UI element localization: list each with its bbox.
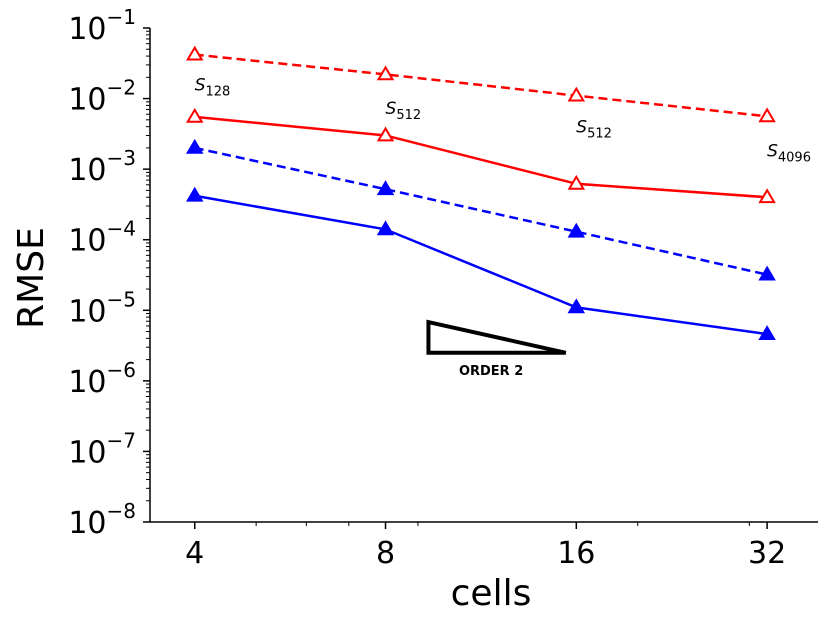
annotation-base: S: [767, 142, 778, 162]
annotation-subscript: 512: [396, 108, 421, 123]
data-point: [567, 222, 586, 238]
annotation-base: S: [386, 99, 397, 119]
series-line: [194, 53, 768, 118]
series-blue-solid: [185, 186, 776, 340]
y-tick-exponent: −6: [107, 358, 136, 382]
y-tick-label: 10−4: [68, 217, 136, 259]
data-point: [758, 107, 776, 123]
data-point: [185, 138, 204, 154]
y-tick-label: 10−6: [68, 358, 136, 400]
order-label: ORDER 2: [459, 364, 523, 379]
y-tick-base: 10: [68, 224, 106, 259]
order-triangle-group: ORDER 2: [426, 319, 567, 379]
y-axis-title: RMSE: [11, 227, 52, 329]
x-tick-label: 16: [557, 536, 595, 571]
x-axis-title: cells: [451, 573, 532, 614]
data-point: [376, 220, 395, 236]
series-red-dashed: [185, 45, 776, 123]
y-tick-base: 10: [68, 12, 106, 47]
series-line: [194, 115, 768, 199]
series-layer: [185, 45, 776, 340]
y-tick-label: 10−2: [68, 76, 136, 118]
y-tick-base: 10: [68, 435, 106, 470]
data-point: [567, 86, 586, 102]
y-tick-label: 10−5: [68, 287, 136, 329]
y-tick-exponent: −8: [107, 499, 136, 523]
data-point: [758, 188, 776, 204]
data-point: [185, 45, 204, 61]
data-point: [758, 325, 776, 340]
y-tick-exponent: −1: [107, 5, 136, 29]
order-triangle: [426, 319, 567, 355]
y-tick-exponent: −7: [107, 428, 136, 452]
series-red-solid: [185, 107, 776, 204]
y-tick-exponent: −5: [107, 287, 136, 311]
data-point: [758, 265, 776, 281]
data-point: [376, 65, 395, 81]
annotation-label: S512: [576, 118, 612, 142]
annotation-subscript: 128: [206, 85, 231, 100]
annotation-base: S: [195, 76, 206, 96]
annotation-label: S4096: [767, 142, 811, 166]
series-blue-dashed: [185, 138, 776, 281]
y-tick-label: 10−7: [68, 428, 136, 470]
data-point: [567, 298, 586, 314]
x-tick-label: 8: [376, 536, 395, 571]
annotation-label: S512: [386, 99, 422, 123]
annotation-label: S128: [195, 76, 231, 100]
y-tick-base: 10: [68, 83, 106, 118]
x-ticks: 4 8 16 32: [185, 522, 786, 571]
data-point: [567, 174, 586, 190]
y-tick-base: 10: [68, 294, 106, 329]
y-tick-base: 10: [68, 365, 106, 400]
y-tick-base: 10: [68, 506, 106, 541]
y-tick-exponent: −2: [107, 76, 136, 100]
y-tick-label: 10−8: [68, 499, 136, 541]
y-tick-label: 10−3: [68, 146, 136, 188]
annotation-subscript: 4096: [778, 151, 811, 166]
x-tick-label: 4: [185, 536, 204, 571]
y-tick-base: 10: [68, 153, 106, 188]
y-tick-exponent: −4: [107, 217, 136, 241]
data-point: [185, 186, 204, 202]
data-point: [185, 107, 204, 123]
data-point: [376, 126, 395, 142]
y-tick-exponent: −3: [107, 146, 136, 170]
data-point: [376, 180, 395, 196]
annotation-subscript: 512: [587, 127, 612, 142]
y-tick-label: 10−1: [68, 5, 136, 47]
annotation-base: S: [576, 118, 587, 138]
x-tick-label: 32: [748, 536, 786, 571]
y-ticks: 10−810−710−610−510−410−310−210−1: [68, 5, 150, 541]
series-line: [194, 194, 768, 336]
